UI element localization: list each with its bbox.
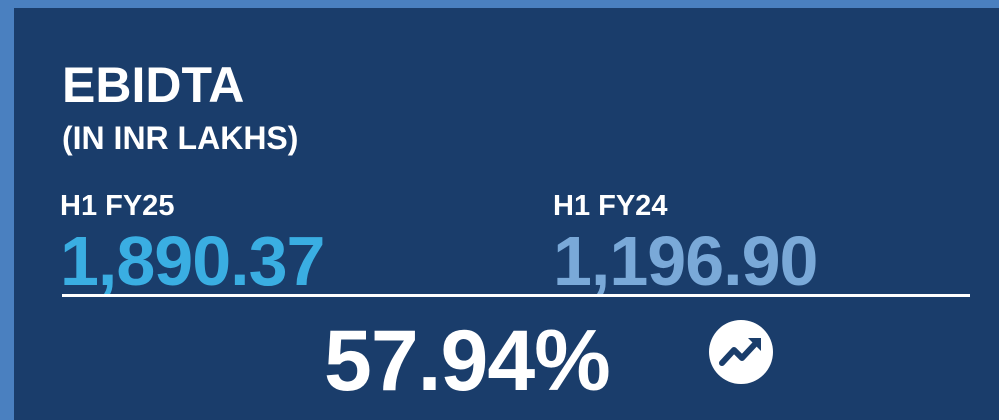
subtitle: (IN INR LAKHS): [62, 120, 299, 156]
previous-value: 1,196.90: [553, 222, 818, 300]
current-value: 1,890.37: [60, 222, 325, 300]
divider: [62, 294, 970, 297]
previous-label: H1 FY24: [553, 190, 668, 222]
trend-icon: [709, 320, 773, 384]
title: EBIDTA: [62, 57, 245, 113]
current-label: H1 FY25: [60, 190, 175, 222]
panel: EBIDTA (IN INR LAKHS) H1 FY25 1,890.37 H…: [14, 8, 999, 420]
change-value: 57.94%: [324, 313, 611, 409]
